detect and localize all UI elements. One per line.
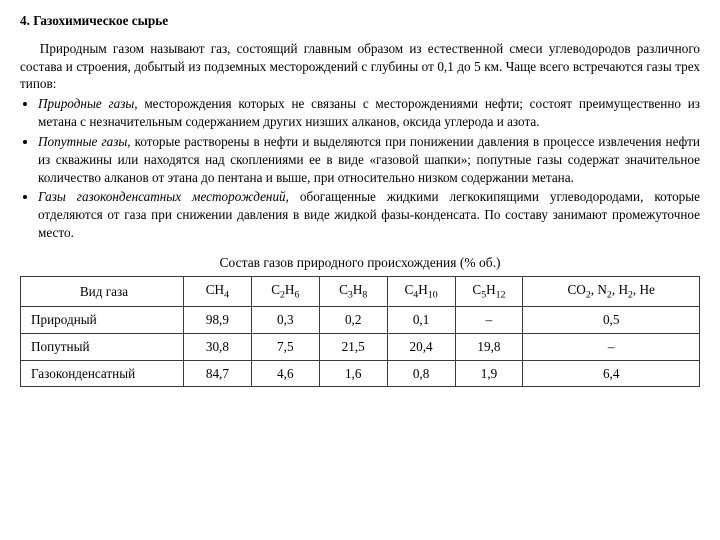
row-name: Газоконденсатный xyxy=(21,360,184,387)
cell: 98,9 xyxy=(183,306,251,333)
chem-tail: H xyxy=(353,282,363,297)
chem-tail: H xyxy=(486,282,496,297)
chem-base: CO xyxy=(568,282,586,297)
cell: 1,6 xyxy=(319,360,387,387)
section-heading: 4. Газохимическое сырье xyxy=(20,12,700,30)
row-name: Природный xyxy=(21,306,184,333)
list-item: Попутные газы, которые растворены в нефт… xyxy=(38,133,700,186)
chem-sub: 8 xyxy=(362,290,367,301)
table-row: Попутный 30,8 7,5 21,5 20,4 19,8 – xyxy=(21,333,700,360)
col-header-c5h12: C5H12 xyxy=(455,276,523,306)
cell: 0,8 xyxy=(387,360,455,387)
col-header-ch4: CH4 xyxy=(183,276,251,306)
gas-types-list: Природные газы, месторождения которых не… xyxy=(20,95,700,242)
list-item-emph: Природные газы, xyxy=(38,96,138,111)
chem-base: C xyxy=(339,282,348,297)
table-header-row: Вид газа CH4 C2H6 C3H8 C4H10 C5H12 CO2, … xyxy=(21,276,700,306)
cell: 0,5 xyxy=(523,306,700,333)
row-name: Попутный xyxy=(21,333,184,360)
cell: 0,3 xyxy=(251,306,319,333)
col-header-kind: Вид газа xyxy=(21,276,184,306)
cell: 4,6 xyxy=(251,360,319,387)
page: 4. Газохимическое сырье Природным газом … xyxy=(0,0,720,540)
table-row: Газоконденсатный 84,7 4,6 1,6 0,8 1,9 6,… xyxy=(21,360,700,387)
cell: 6,4 xyxy=(523,360,700,387)
list-item-text: месторождения которых не связаны с место… xyxy=(38,96,700,129)
composition-table: Вид газа CH4 C2H6 C3H8 C4H10 C5H12 CO2, … xyxy=(20,276,700,387)
list-item: Газы газоконденсатных месторождений, обо… xyxy=(38,188,700,241)
chem-sub: 4 xyxy=(224,290,229,301)
cell: 0,1 xyxy=(387,306,455,333)
chem-base: C xyxy=(405,282,414,297)
list-item-emph: Попутные газы, xyxy=(38,134,131,149)
table-title: Состав газов природного происхождения (%… xyxy=(20,254,700,272)
chem-base: CH xyxy=(206,282,224,297)
list-item-text: которые растворены в нефти и выделяются … xyxy=(38,134,700,185)
col-header-c2h6: C2H6 xyxy=(251,276,319,306)
cell: 19,8 xyxy=(455,333,523,360)
chem-base: H xyxy=(618,282,628,297)
list-item-emph: Газы газоконденсатных месторождений, xyxy=(38,189,289,204)
cell: 21,5 xyxy=(319,333,387,360)
chem-sub: 6 xyxy=(294,290,299,301)
cell: – xyxy=(523,333,700,360)
intro-paragraph: Природным газом называют газ, состоящий … xyxy=(20,40,700,93)
cell: 1,9 xyxy=(455,360,523,387)
sep: , xyxy=(633,282,640,297)
cell: – xyxy=(455,306,523,333)
cell: 20,4 xyxy=(387,333,455,360)
list-item: Природные газы, месторождения которых не… xyxy=(38,95,700,131)
cell: 0,2 xyxy=(319,306,387,333)
col-header-c3h8: C3H8 xyxy=(319,276,387,306)
table-row: Природный 98,9 0,3 0,2 0,1 – 0,5 xyxy=(21,306,700,333)
chem-plain: He xyxy=(640,282,655,297)
chem-base: N xyxy=(597,282,607,297)
chem-base: C xyxy=(472,282,481,297)
cell: 7,5 xyxy=(251,333,319,360)
col-header-c4h10: C4H10 xyxy=(387,276,455,306)
cell: 84,7 xyxy=(183,360,251,387)
col-header-other-gases: CO2, N2, H2, He xyxy=(523,276,700,306)
cell: 30,8 xyxy=(183,333,251,360)
chem-tail: H xyxy=(418,282,428,297)
chem-sub: 12 xyxy=(496,290,506,301)
chem-sub: 10 xyxy=(428,290,438,301)
chem-base: C xyxy=(271,282,280,297)
